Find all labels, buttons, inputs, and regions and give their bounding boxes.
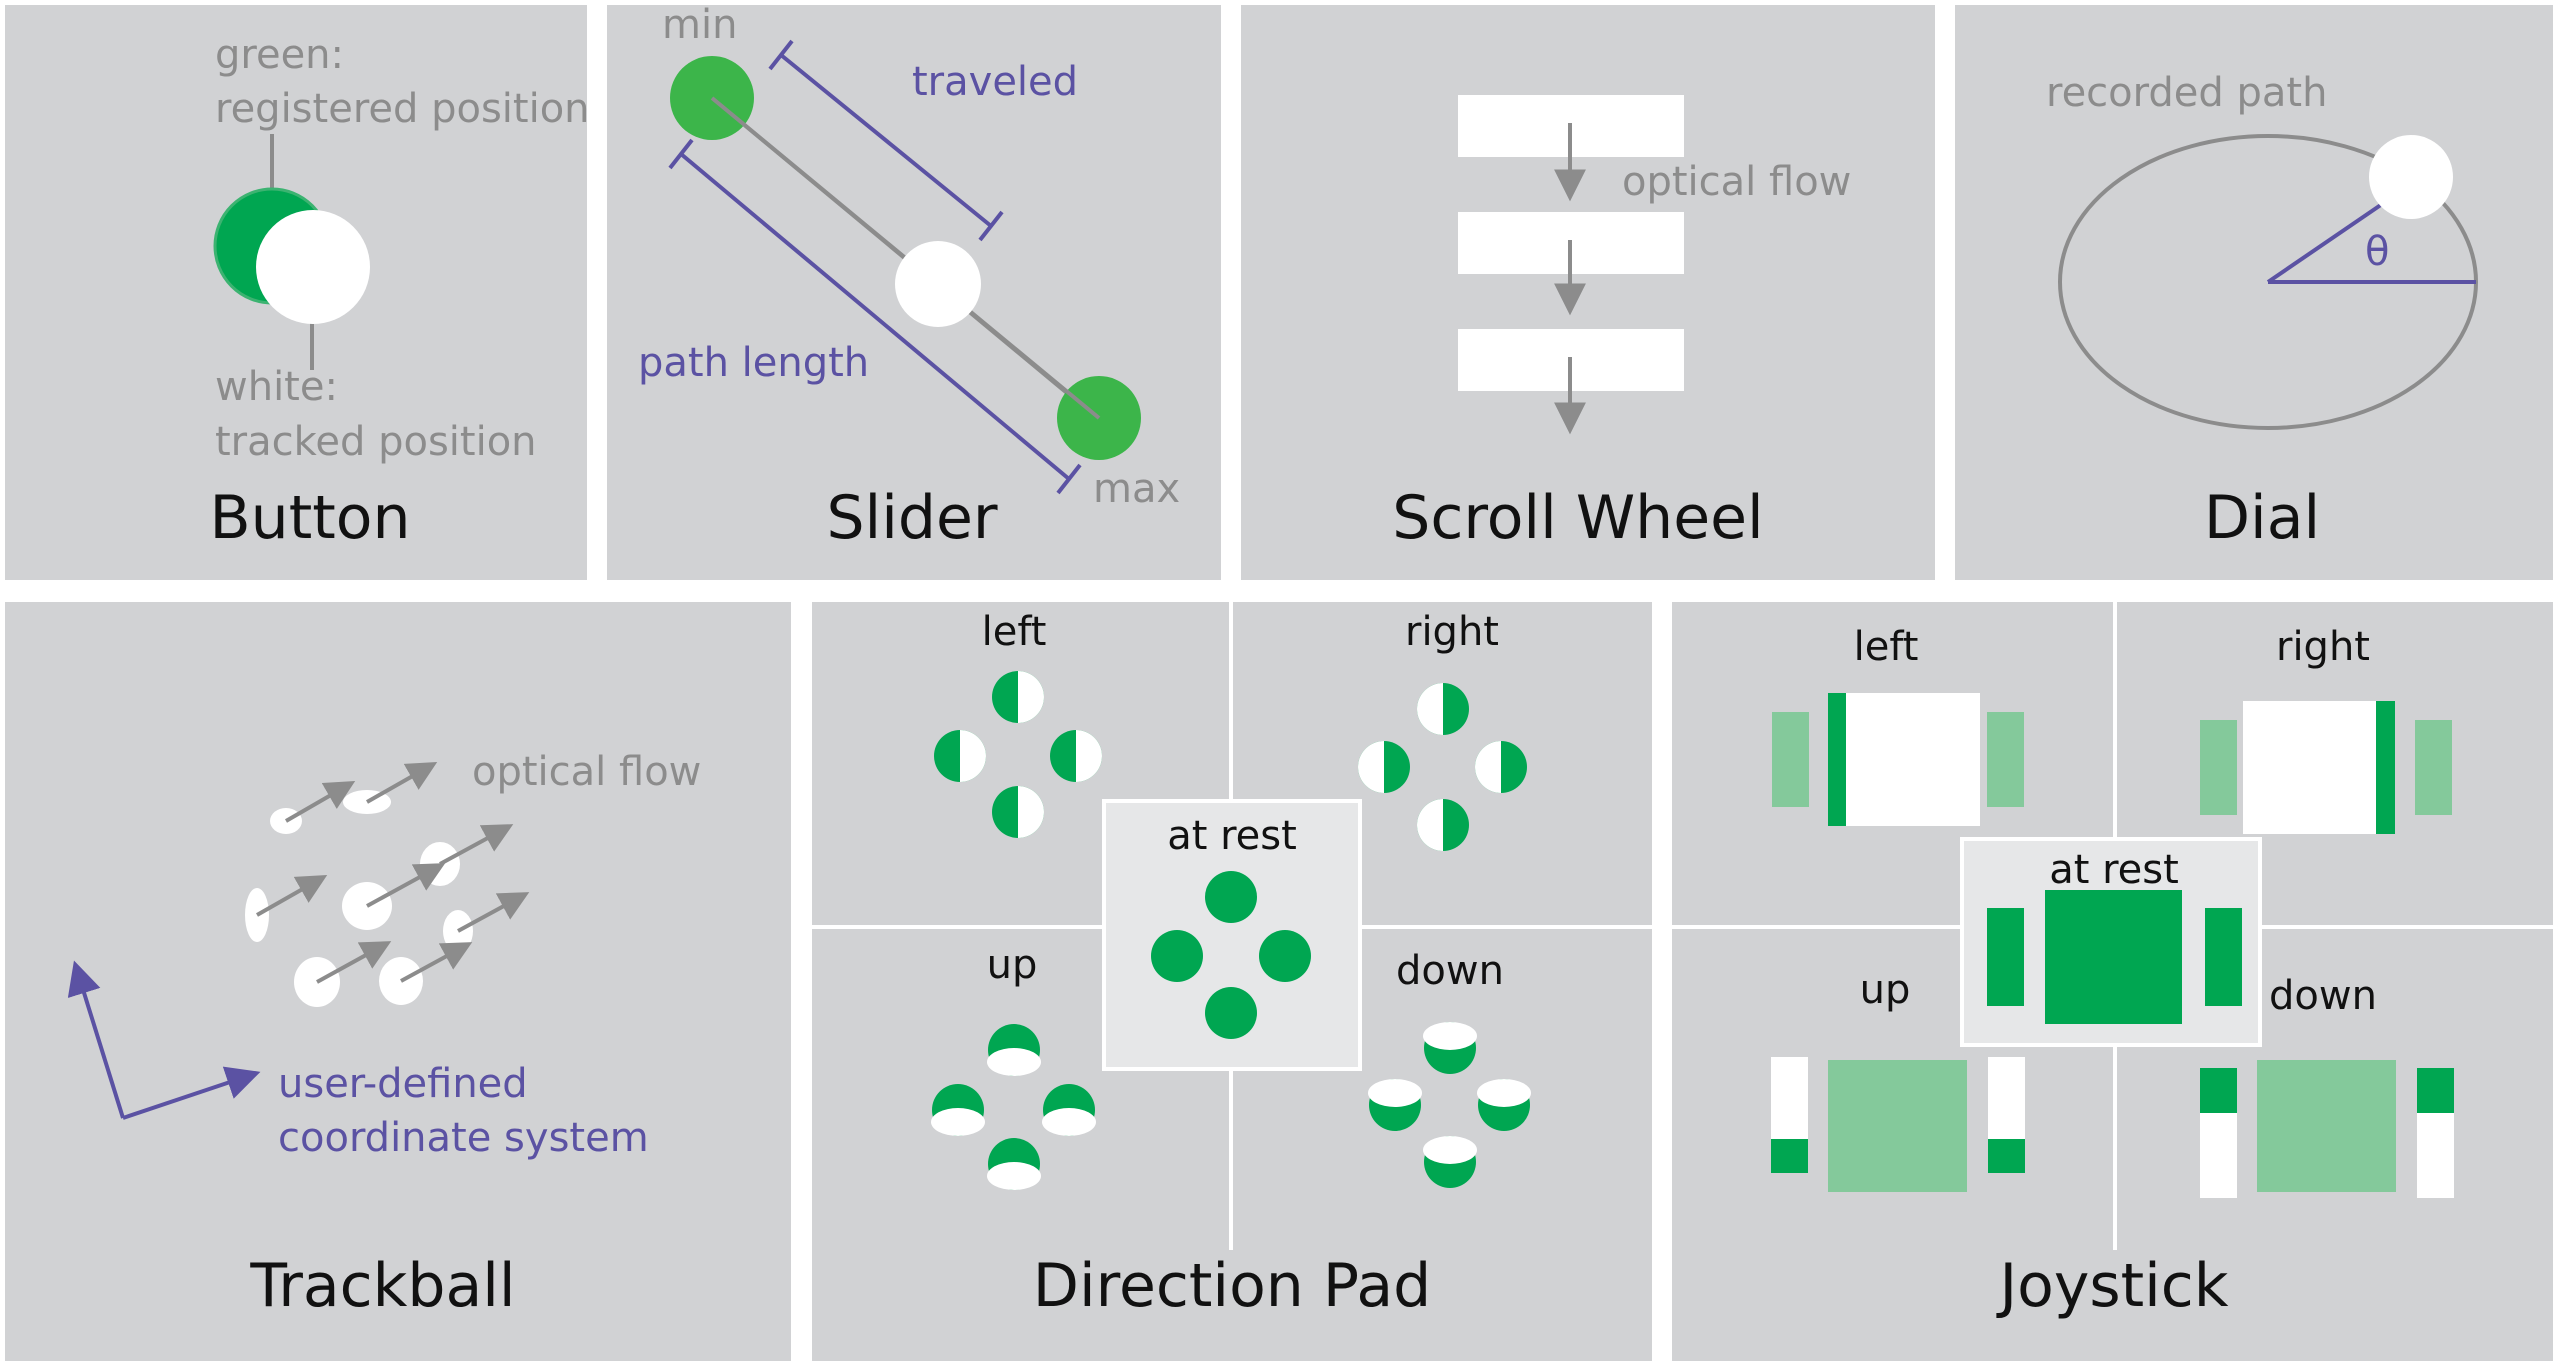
joystick-down-label: down (2269, 973, 2377, 1019)
panel-title: Trackball (249, 1251, 515, 1321)
path-length-bracket (679, 152, 1071, 481)
tracked-position-circle (256, 210, 370, 324)
coordinate-label-detail: coordinate system (278, 1115, 649, 1161)
white-label-detail: tracked position (215, 419, 537, 465)
dpad-right-label: right (1405, 609, 1499, 655)
panel-title: Scroll Wheel (1392, 483, 1763, 553)
optical-flow-label: optical flow (472, 749, 701, 795)
joystick-rest-state (1987, 890, 2242, 1024)
optical-flow-label: optical flow (1622, 159, 1851, 205)
trackball-panel: optical flow user-defined coordinate sys… (5, 602, 791, 1361)
traveled-label: traveled (912, 59, 1078, 105)
dpad-rest-label: at rest (1167, 813, 1297, 859)
flow-arrow (284, 780, 356, 823)
angle-symbol: θ (2365, 229, 2389, 275)
recorded-path-label: recorded path (2046, 70, 2327, 116)
green-label: green: (215, 32, 344, 78)
panel-background (1955, 5, 2553, 580)
flow-arrow (457, 892, 530, 933)
dpad-left-label: left (982, 609, 1047, 655)
flow-arrow (256, 875, 328, 917)
min-label: min (662, 2, 737, 48)
dpad-rest-state (1151, 871, 1311, 1039)
joystick-right-state (2200, 701, 2452, 834)
joystick-up-label: up (1860, 967, 1911, 1013)
joystick-down-state (2200, 1060, 2454, 1198)
joystick-left-state (1772, 693, 2024, 826)
white-label: white: (215, 364, 338, 410)
green-label-detail: registered position (215, 86, 590, 132)
panel-title: Direction Pad (1033, 1251, 1431, 1321)
coordinate-label: user-defined (278, 1061, 528, 1107)
flow-arrow (439, 824, 514, 866)
flow-arrow (316, 941, 392, 984)
slider-panel: min max traveled path length Slider (607, 2, 1221, 580)
coordinate-x-axis-arrow (122, 1066, 261, 1120)
dial-panel: θ recorded path Dial (1955, 5, 2553, 580)
panel-title: Button (210, 483, 411, 553)
dpad-down-label: down (1396, 948, 1504, 994)
joystick-up-state (1771, 1057, 2025, 1192)
panel-title: Slider (826, 483, 997, 553)
coordinate-y-axis-arrow (67, 960, 125, 1119)
dpad-up-label: up (987, 942, 1038, 988)
slider-thumb (895, 241, 981, 327)
panel-title: Joystick (1995, 1251, 2228, 1321)
joystick-right-label: right (2276, 624, 2370, 670)
dpad-up-state (931, 1024, 1096, 1190)
flow-arrow (400, 942, 473, 983)
dpad-left-state (934, 671, 1102, 838)
path-length-label: path length (638, 340, 869, 386)
dpad-right-state (1358, 683, 1527, 851)
joystick-rest-label: at rest (2049, 847, 2179, 893)
joystick-panel: left right up down at rest Joystick (1672, 602, 2553, 1361)
flow-arrow (366, 863, 446, 908)
direction-pad-panel: left right up down at rest Direction Pad (812, 602, 1652, 1361)
button-panel: green: registered position white: tracke… (5, 5, 590, 580)
joystick-left-label: left (1854, 624, 1919, 670)
dpad-down-state (1368, 1022, 1531, 1188)
traveled-bracket (779, 53, 993, 228)
dial-position-circle (2369, 135, 2453, 219)
flow-arrow (366, 762, 438, 804)
max-label: max (1093, 466, 1180, 512)
panel-title: Dial (2204, 483, 2320, 553)
scroll-wheel-panel: optical flow Scroll Wheel (1241, 5, 1935, 580)
